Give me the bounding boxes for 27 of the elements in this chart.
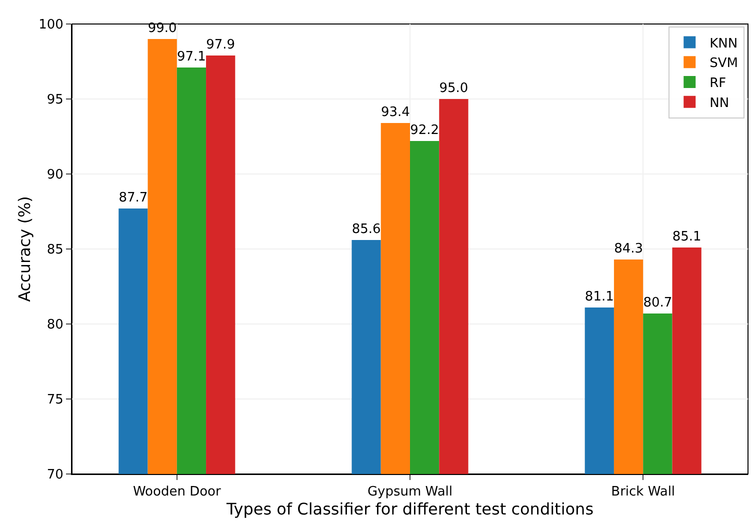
data-label: 97.1 [176, 50, 206, 64]
data-label: 92.2 [410, 123, 440, 138]
legend-label: NN [710, 96, 730, 111]
y-tick-label: 90 [46, 168, 64, 183]
data-label: 85.1 [672, 230, 702, 244]
data-label: 97.9 [206, 38, 236, 52]
x-axis-title: Types of Classifier for different test conditions [225, 500, 594, 519]
data-label: 84.3 [614, 242, 644, 256]
data-label: 95.0 [439, 81, 468, 96]
legend-label: KNN [710, 36, 738, 52]
x-tick-label: Gypsum Wall [367, 484, 453, 500]
y-tick-label: 95 [46, 92, 64, 108]
data-label: 85.6 [352, 222, 381, 237]
legend-label: RF [710, 76, 726, 92]
y-tick-label: 85 [46, 242, 64, 258]
x-tick-label: Wooden Door [132, 484, 222, 500]
data-label: 80.7 [643, 296, 672, 310]
x-tick-label: Brick Wall [611, 484, 676, 500]
data-label: 93.4 [380, 105, 410, 120]
y-tick-label: 70 [46, 468, 64, 483]
data-label: 81.1 [584, 290, 614, 304]
legend-label: SVM [710, 56, 738, 72]
y-axis-title: Accuracy (%) [15, 196, 34, 302]
y-tick-label: 100 [38, 18, 64, 33]
y-tick-label: 75 [46, 392, 64, 408]
y-tick-label: 80 [46, 318, 64, 333]
data-label: 87.7 [118, 190, 148, 206]
